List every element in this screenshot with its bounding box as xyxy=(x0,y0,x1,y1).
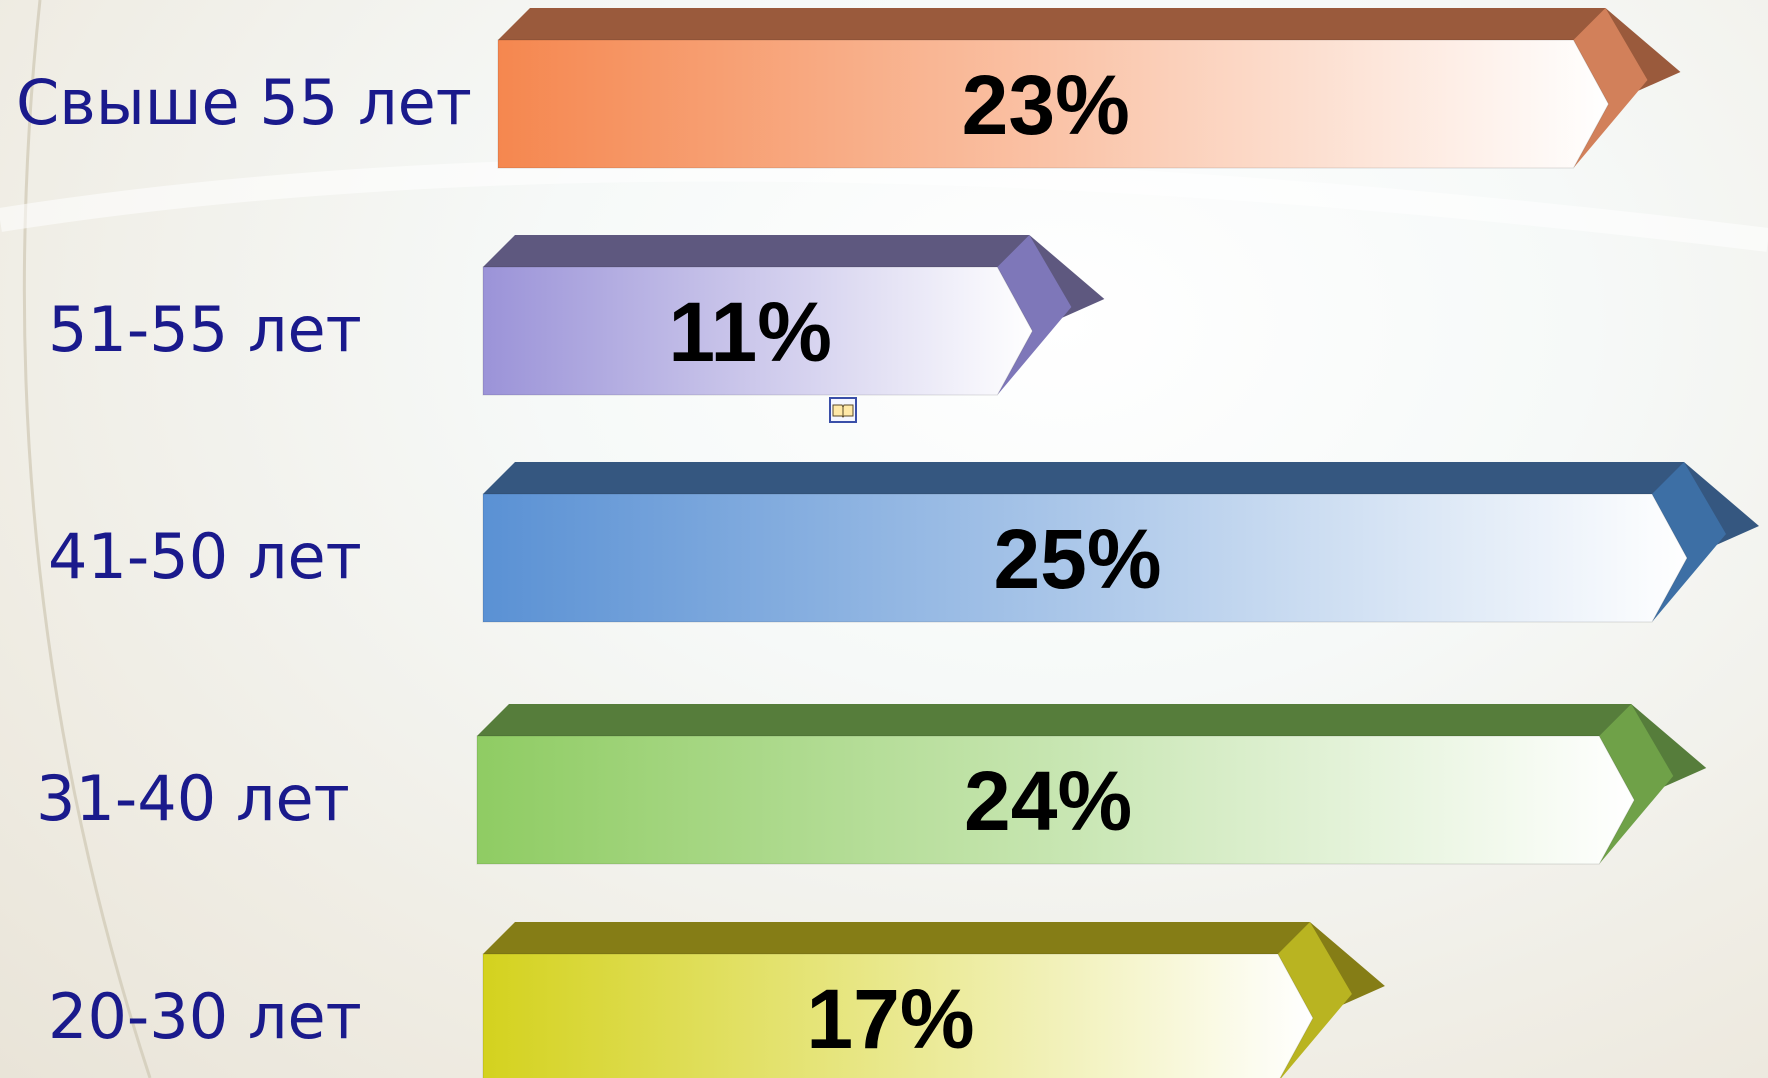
bar-group: 25% 41-50 лет xyxy=(48,462,1759,623)
bar-top-face xyxy=(498,8,1681,104)
data-label: 24% xyxy=(964,754,1132,848)
bar-tip-face xyxy=(997,235,1072,395)
bar-top-face xyxy=(483,922,1385,1018)
bar xyxy=(476,735,1635,865)
data-label: 25% xyxy=(993,512,1161,606)
bar-group: 11% 51-55 лет xyxy=(48,235,1105,396)
bar xyxy=(482,266,1033,396)
category-label: Свыше 55 лет xyxy=(16,66,472,139)
bar-tip-face xyxy=(1277,922,1352,1078)
data-label: 17% xyxy=(806,972,974,1066)
category-label: 20-30 лет xyxy=(48,980,362,1053)
category-label: 31-40 лет xyxy=(36,762,350,835)
bar xyxy=(482,493,1688,623)
bar-top-face xyxy=(483,462,1759,558)
bar-group: 24% 31-40 лет xyxy=(36,704,1707,865)
data-label: 11% xyxy=(668,285,832,379)
bar xyxy=(482,953,1314,1078)
category-label: 41-50 лет xyxy=(48,520,362,593)
open-book-icon[interactable] xyxy=(829,397,857,423)
bar-tip-face xyxy=(1599,704,1674,864)
bar-top-face xyxy=(483,235,1105,331)
bar-tip-face xyxy=(1652,462,1726,622)
data-label: 23% xyxy=(962,58,1130,152)
bar-tip-face xyxy=(1573,8,1648,168)
bar-group: 17% 20-30 лет xyxy=(48,922,1385,1078)
bar-top-face xyxy=(477,704,1707,800)
bar-group: 23% Свыше 55 лет xyxy=(16,8,1681,169)
bar xyxy=(497,39,1610,169)
category-label: 51-55 лет xyxy=(48,293,362,366)
